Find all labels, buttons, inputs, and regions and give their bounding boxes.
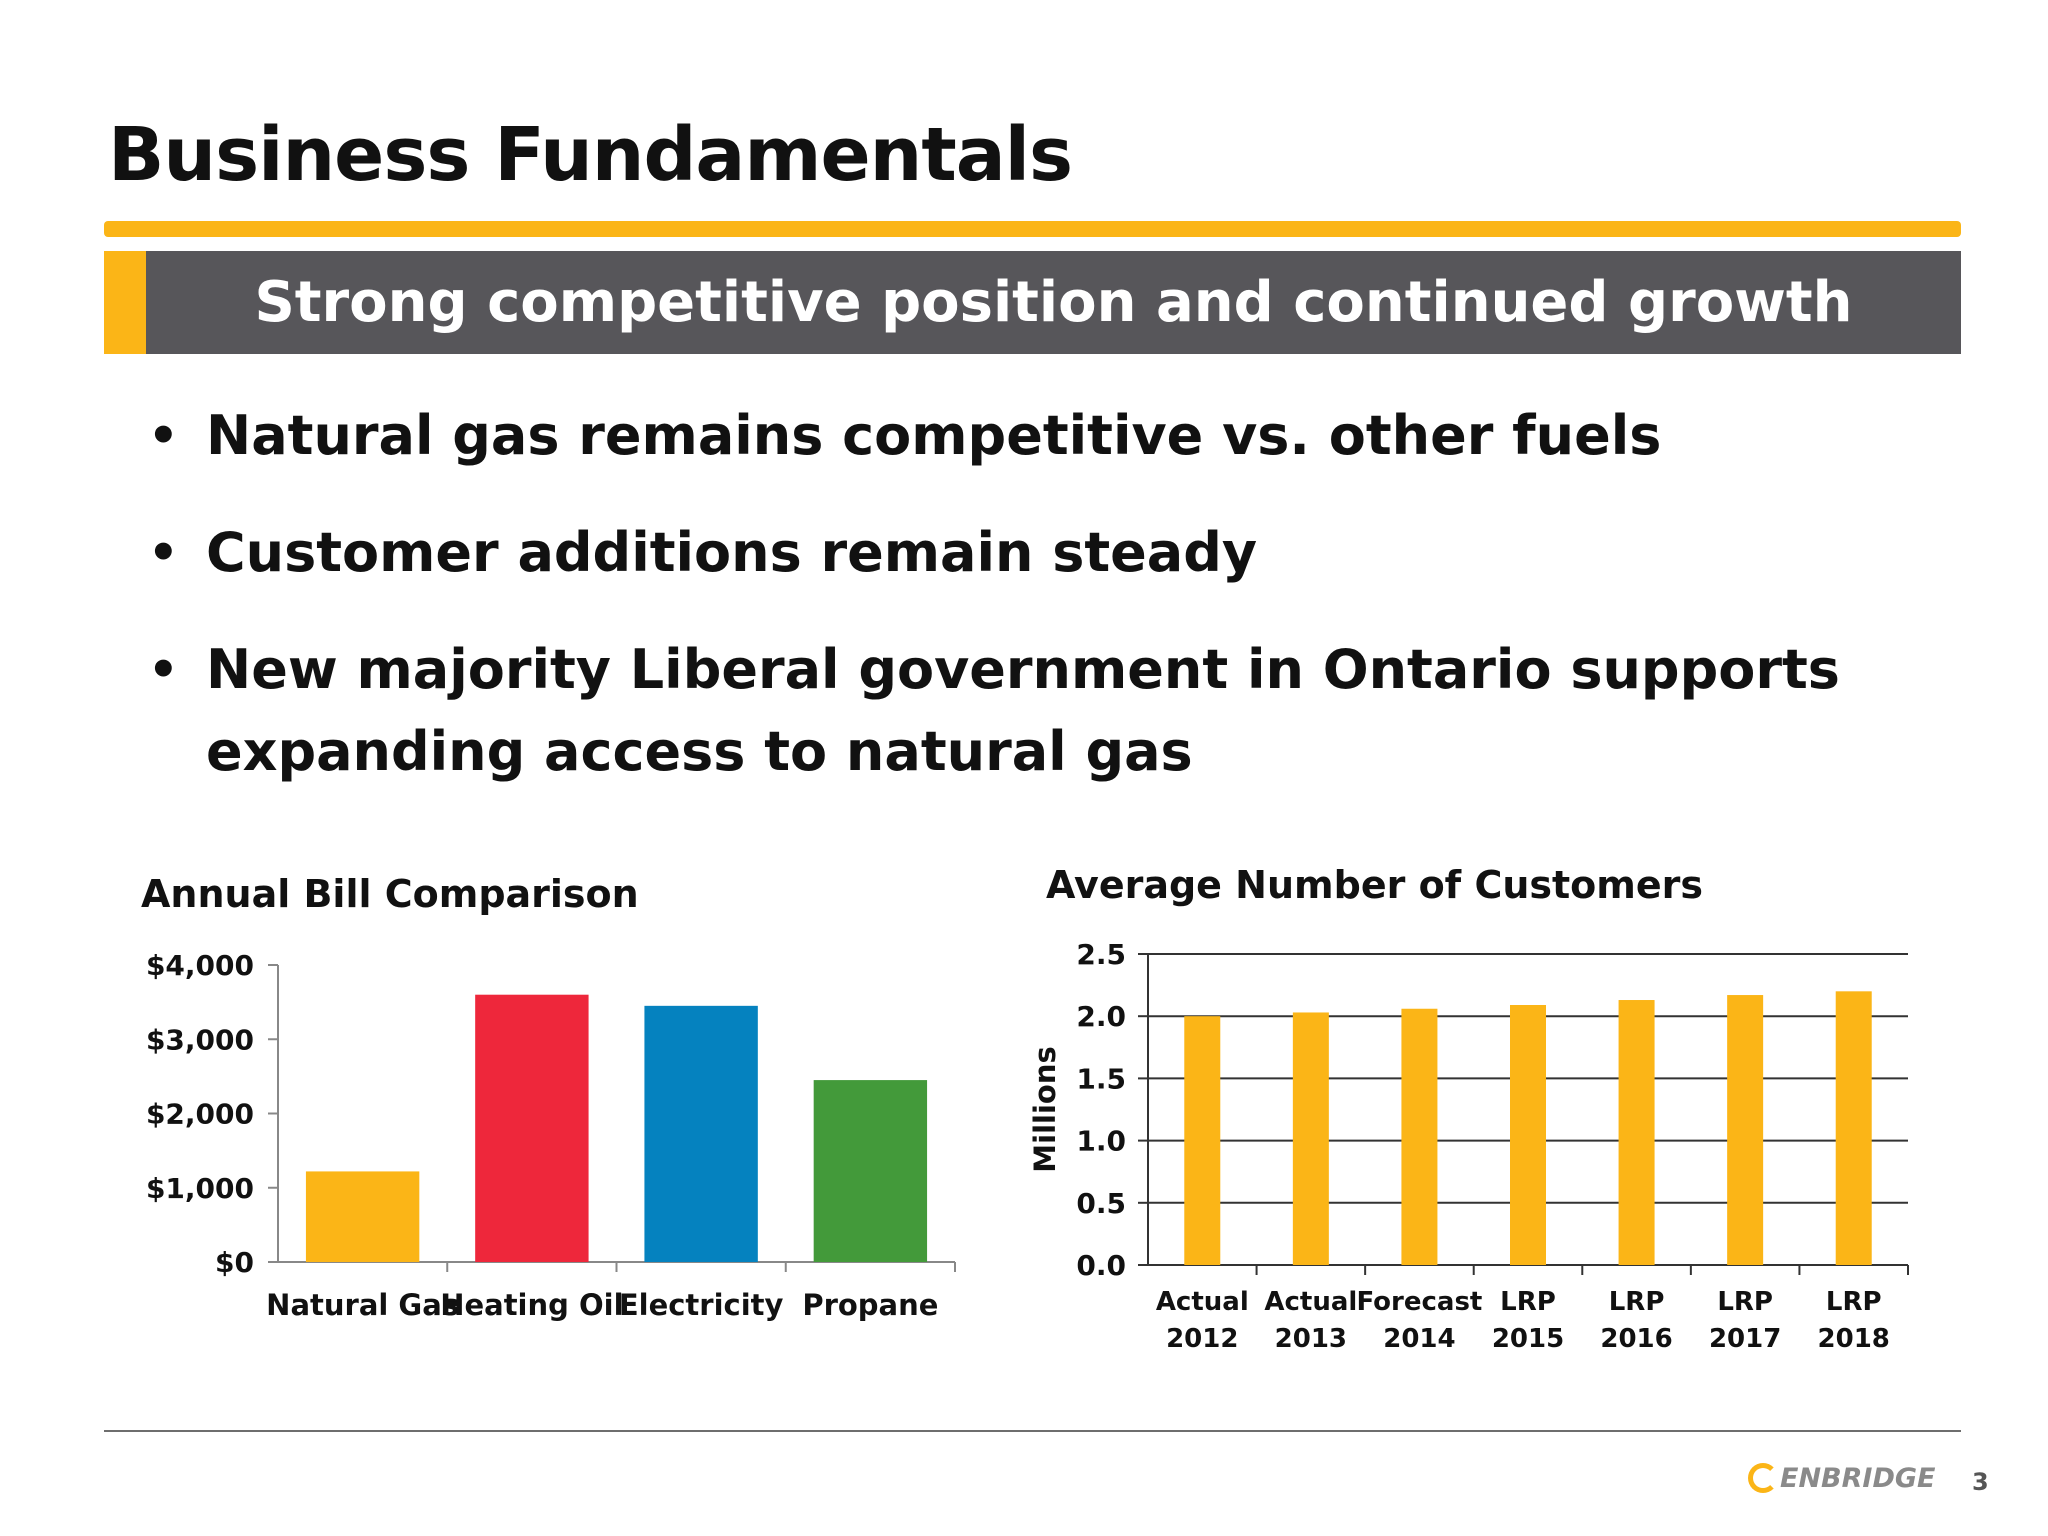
bar <box>1727 995 1764 1265</box>
bullet-list: • Natural gas remains competitive vs. ot… <box>148 395 1948 828</box>
y-tick-label: 0.5 <box>1076 1187 1126 1220</box>
y-tick-label: 2.0 <box>1076 1000 1126 1033</box>
bullet-glyph: • <box>148 408 179 464</box>
x-category-label-line2: 2016 <box>1600 1324 1672 1354</box>
x-category-label-line2: 2017 <box>1709 1324 1781 1354</box>
bullet-text: Customer additions remain steady <box>206 521 1258 584</box>
x-category-label-line2: 2012 <box>1166 1324 1238 1354</box>
x-category-label-line1: Actual <box>1264 1287 1357 1317</box>
footer-divider <box>104 1430 1961 1432</box>
bar <box>1618 1000 1655 1265</box>
slide-title: Business Fundamentals <box>108 112 1073 198</box>
x-category-label-line1: LRP <box>1609 1287 1665 1317</box>
bullet-text: New majority Liberal government in Ontar… <box>206 638 1840 783</box>
y-tick-label: 0.0 <box>1076 1249 1126 1282</box>
bar <box>1835 991 1872 1265</box>
y-tick-label: 1.5 <box>1076 1062 1126 1095</box>
x-category-label-line2: 2013 <box>1275 1324 1347 1354</box>
enbridge-e-icon <box>1748 1463 1778 1493</box>
customers-chart-title: Average Number of Customers <box>1046 863 1704 907</box>
y-tick-label: $4,000 <box>146 949 254 982</box>
bullet-text: Natural gas remains competitive vs. othe… <box>206 404 1662 467</box>
bullet-item: • New majority Liberal government in Ont… <box>148 629 1948 793</box>
bar <box>1184 1016 1221 1265</box>
bullet-item: • Customer additions remain steady <box>148 512 1948 594</box>
x-category-label: Natural Gas <box>266 1288 459 1322</box>
bar <box>813 1080 928 1262</box>
bill-chart-title: Annual Bill Comparison <box>141 872 639 916</box>
x-category-label-line2: 2018 <box>1818 1324 1890 1354</box>
bullet-item: • Natural gas remains competitive vs. ot… <box>148 395 1948 477</box>
bar <box>305 1171 420 1262</box>
x-category-label-line1: Forecast <box>1356 1287 1482 1317</box>
customers-chart: 0.0 0.5 1.0 1.5 2.0 2.5 Millions Actual 2012 Actu… <box>1028 938 1909 1354</box>
y-tick-label: 2.5 <box>1076 938 1126 971</box>
bullet-glyph: • <box>148 642 179 698</box>
y-tick-label: $2,000 <box>146 1098 254 1131</box>
bar <box>475 994 589 1262</box>
bar <box>644 1005 758 1262</box>
bar <box>1401 1008 1438 1265</box>
bill-comparison-chart: $0 $1,000 $2,000 $3,000 $4,000 Natural GasHea… <box>146 949 956 1322</box>
enbridge-logo: ENBRIDGE <box>1748 1458 1935 1498</box>
x-category-label-line1: LRP <box>1717 1287 1773 1317</box>
y-tick-label: $0 <box>215 1246 254 1279</box>
y-tick-label: 1.0 <box>1076 1125 1126 1158</box>
x-category-label-line2: 2015 <box>1492 1324 1564 1354</box>
x-category-label-line1: LRP <box>1826 1287 1882 1317</box>
y-axis-label: Millions <box>1028 1046 1062 1172</box>
banner-accent-tab <box>104 251 146 354</box>
logo-text: ENBRIDGE <box>1780 1462 1936 1494</box>
bar <box>1292 1012 1329 1265</box>
bullet-glyph: • <box>148 525 179 581</box>
x-category-label-line1: LRP <box>1500 1287 1556 1317</box>
x-category-label-line1: Actual <box>1156 1287 1249 1317</box>
subtitle-banner: Strong competitive position and continue… <box>104 251 1961 354</box>
x-category-label: Propane <box>802 1288 938 1322</box>
y-tick-label: $3,000 <box>146 1023 254 1056</box>
banner-text: Strong competitive position and continue… <box>254 270 1853 335</box>
x-category-label: Heating Oil <box>440 1288 623 1322</box>
accent-bar <box>104 221 1961 237</box>
page-number: 3 <box>1972 1468 1989 1496</box>
x-category-label-line2: 2014 <box>1383 1324 1455 1354</box>
x-category-label: Electricity <box>619 1288 784 1322</box>
bar <box>1510 1005 1546 1265</box>
y-tick-label: $1,000 <box>146 1172 254 1205</box>
